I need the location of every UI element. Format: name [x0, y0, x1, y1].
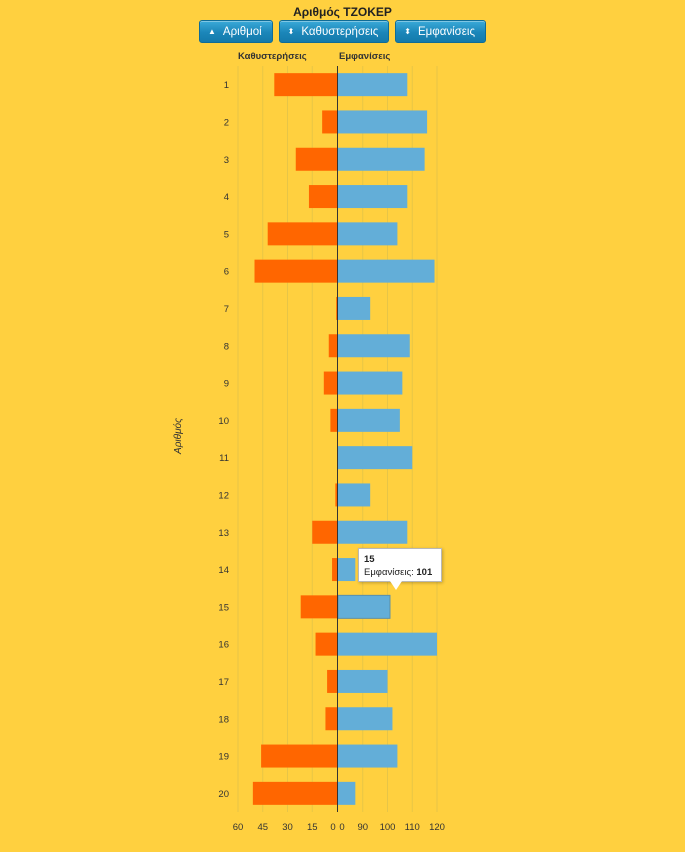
sort-updown-icon: ⬍ [287, 27, 295, 36]
bar-delays [300, 595, 337, 619]
tooltip-series-label: Εμφανίσεις: [364, 567, 414, 578]
bar-delays [322, 110, 337, 134]
bar-appearances [338, 147, 425, 171]
tooltip-line: Εμφανίσεις: 101 [364, 566, 436, 579]
bar-appearances [338, 669, 388, 693]
sort-by-number-button[interactable]: ▲ Αριθμοί [199, 20, 273, 43]
bar-appearances [338, 446, 413, 470]
bar-appearances [338, 185, 408, 209]
sort-updown-icon: ⬍ [404, 27, 411, 36]
x-tick-label-appearances: 110 [405, 822, 420, 833]
bar-appearances [338, 334, 410, 358]
category-label: 2 [224, 117, 229, 128]
bar-delays [295, 147, 337, 171]
category-label: 19 [218, 752, 229, 763]
category-label: 20 [218, 789, 229, 800]
bar-delays [323, 371, 337, 395]
chart-title: Αριθμός ΤΖΟΚΕΡ [293, 5, 392, 19]
bar-appearances [338, 222, 398, 246]
bar-appearances [338, 259, 435, 283]
category-label: 7 [224, 304, 229, 315]
bar-delays [261, 744, 337, 768]
bar-appearances [338, 520, 408, 544]
tooltip-title: 15 [364, 554, 375, 565]
bar-delays [328, 334, 337, 358]
bar-appearances [338, 408, 400, 432]
tooltip: 15 Εμφανίσεις: 101 [358, 548, 442, 582]
bar-delays [252, 781, 337, 805]
bar-appearances [338, 110, 428, 134]
x-tick-label-appearances: 120 [429, 822, 445, 833]
sort-by-delays-button[interactable]: ⬍ Καθυστερήσεις [278, 20, 390, 43]
bar-delays [325, 707, 337, 731]
caret-up-icon: ▲ [208, 27, 216, 36]
bar-appearances [338, 558, 356, 582]
tooltip-value: 101 [416, 567, 433, 578]
bar-appearances [338, 483, 371, 507]
bar-delays [274, 73, 337, 97]
bar-delays [335, 483, 337, 507]
sort-by-delays-label: Καθυστερήσεις [301, 26, 379, 38]
sort-by-appearances-label: Εμφανίσεις [417, 26, 475, 38]
x-tick-label-appearances: 100 [380, 822, 396, 833]
bar-delays [267, 222, 337, 246]
series-label-appearances: Εμφανίσεις [339, 51, 390, 62]
bar-appearances [338, 73, 408, 97]
x-tick-label-delays: 60 [233, 822, 244, 833]
x-tick-label-delays: 0 [330, 822, 335, 833]
category-label: 3 [224, 155, 229, 166]
tooltip-pointer [390, 581, 402, 590]
category-label: 4 [224, 192, 229, 203]
bar-delays [308, 185, 337, 209]
bar-delays [330, 408, 337, 432]
bar-appearances [338, 371, 403, 395]
category-label: 6 [224, 267, 229, 278]
x-tick-label-appearances: 0 [339, 822, 344, 833]
category-label: 18 [218, 714, 229, 725]
sort-toolbar: ▲ Αριθμοί ⬍ Καθυστερήσεις ⬍ Εμφανίσεις [0, 20, 685, 43]
bar-appearances [338, 744, 398, 768]
category-label: 14 [218, 565, 229, 576]
category-label: 10 [218, 416, 229, 427]
category-label: 16 [218, 640, 229, 651]
y-axis-title: Αριθμός [172, 418, 184, 455]
bar-delays [315, 632, 337, 656]
bar-appearances [338, 632, 437, 656]
category-label: 5 [224, 229, 229, 240]
bar-delays [327, 669, 337, 693]
sort-by-appearances-button[interactable]: ⬍ Εμφανίσεις [395, 20, 486, 43]
bar-appearances [337, 594, 391, 619]
x-tick-label-delays: 15 [307, 822, 318, 833]
series-label-delays: Καθυστερήσεις [238, 51, 307, 62]
x-tick-label-delays: 45 [257, 822, 268, 833]
category-label: 11 [219, 453, 229, 464]
bar-appearances [338, 296, 371, 320]
category-label: 9 [224, 379, 229, 390]
sort-by-number-label: Αριθμοί [222, 26, 262, 38]
bar-appearances [338, 707, 393, 731]
bar-delays [312, 520, 337, 544]
category-label: 8 [224, 341, 229, 352]
category-label: 12 [218, 490, 229, 501]
category-label: 1 [224, 80, 229, 91]
category-label: 15 [218, 602, 229, 613]
category-label: 17 [218, 677, 229, 688]
x-tick-label-delays: 30 [282, 822, 293, 833]
x-tick-label-appearances: 90 [357, 822, 368, 833]
bar-appearances [338, 781, 356, 805]
category-label: 13 [218, 528, 229, 539]
bar-delays [254, 259, 337, 283]
bar-delays [336, 296, 337, 320]
bar-delays [332, 558, 337, 582]
